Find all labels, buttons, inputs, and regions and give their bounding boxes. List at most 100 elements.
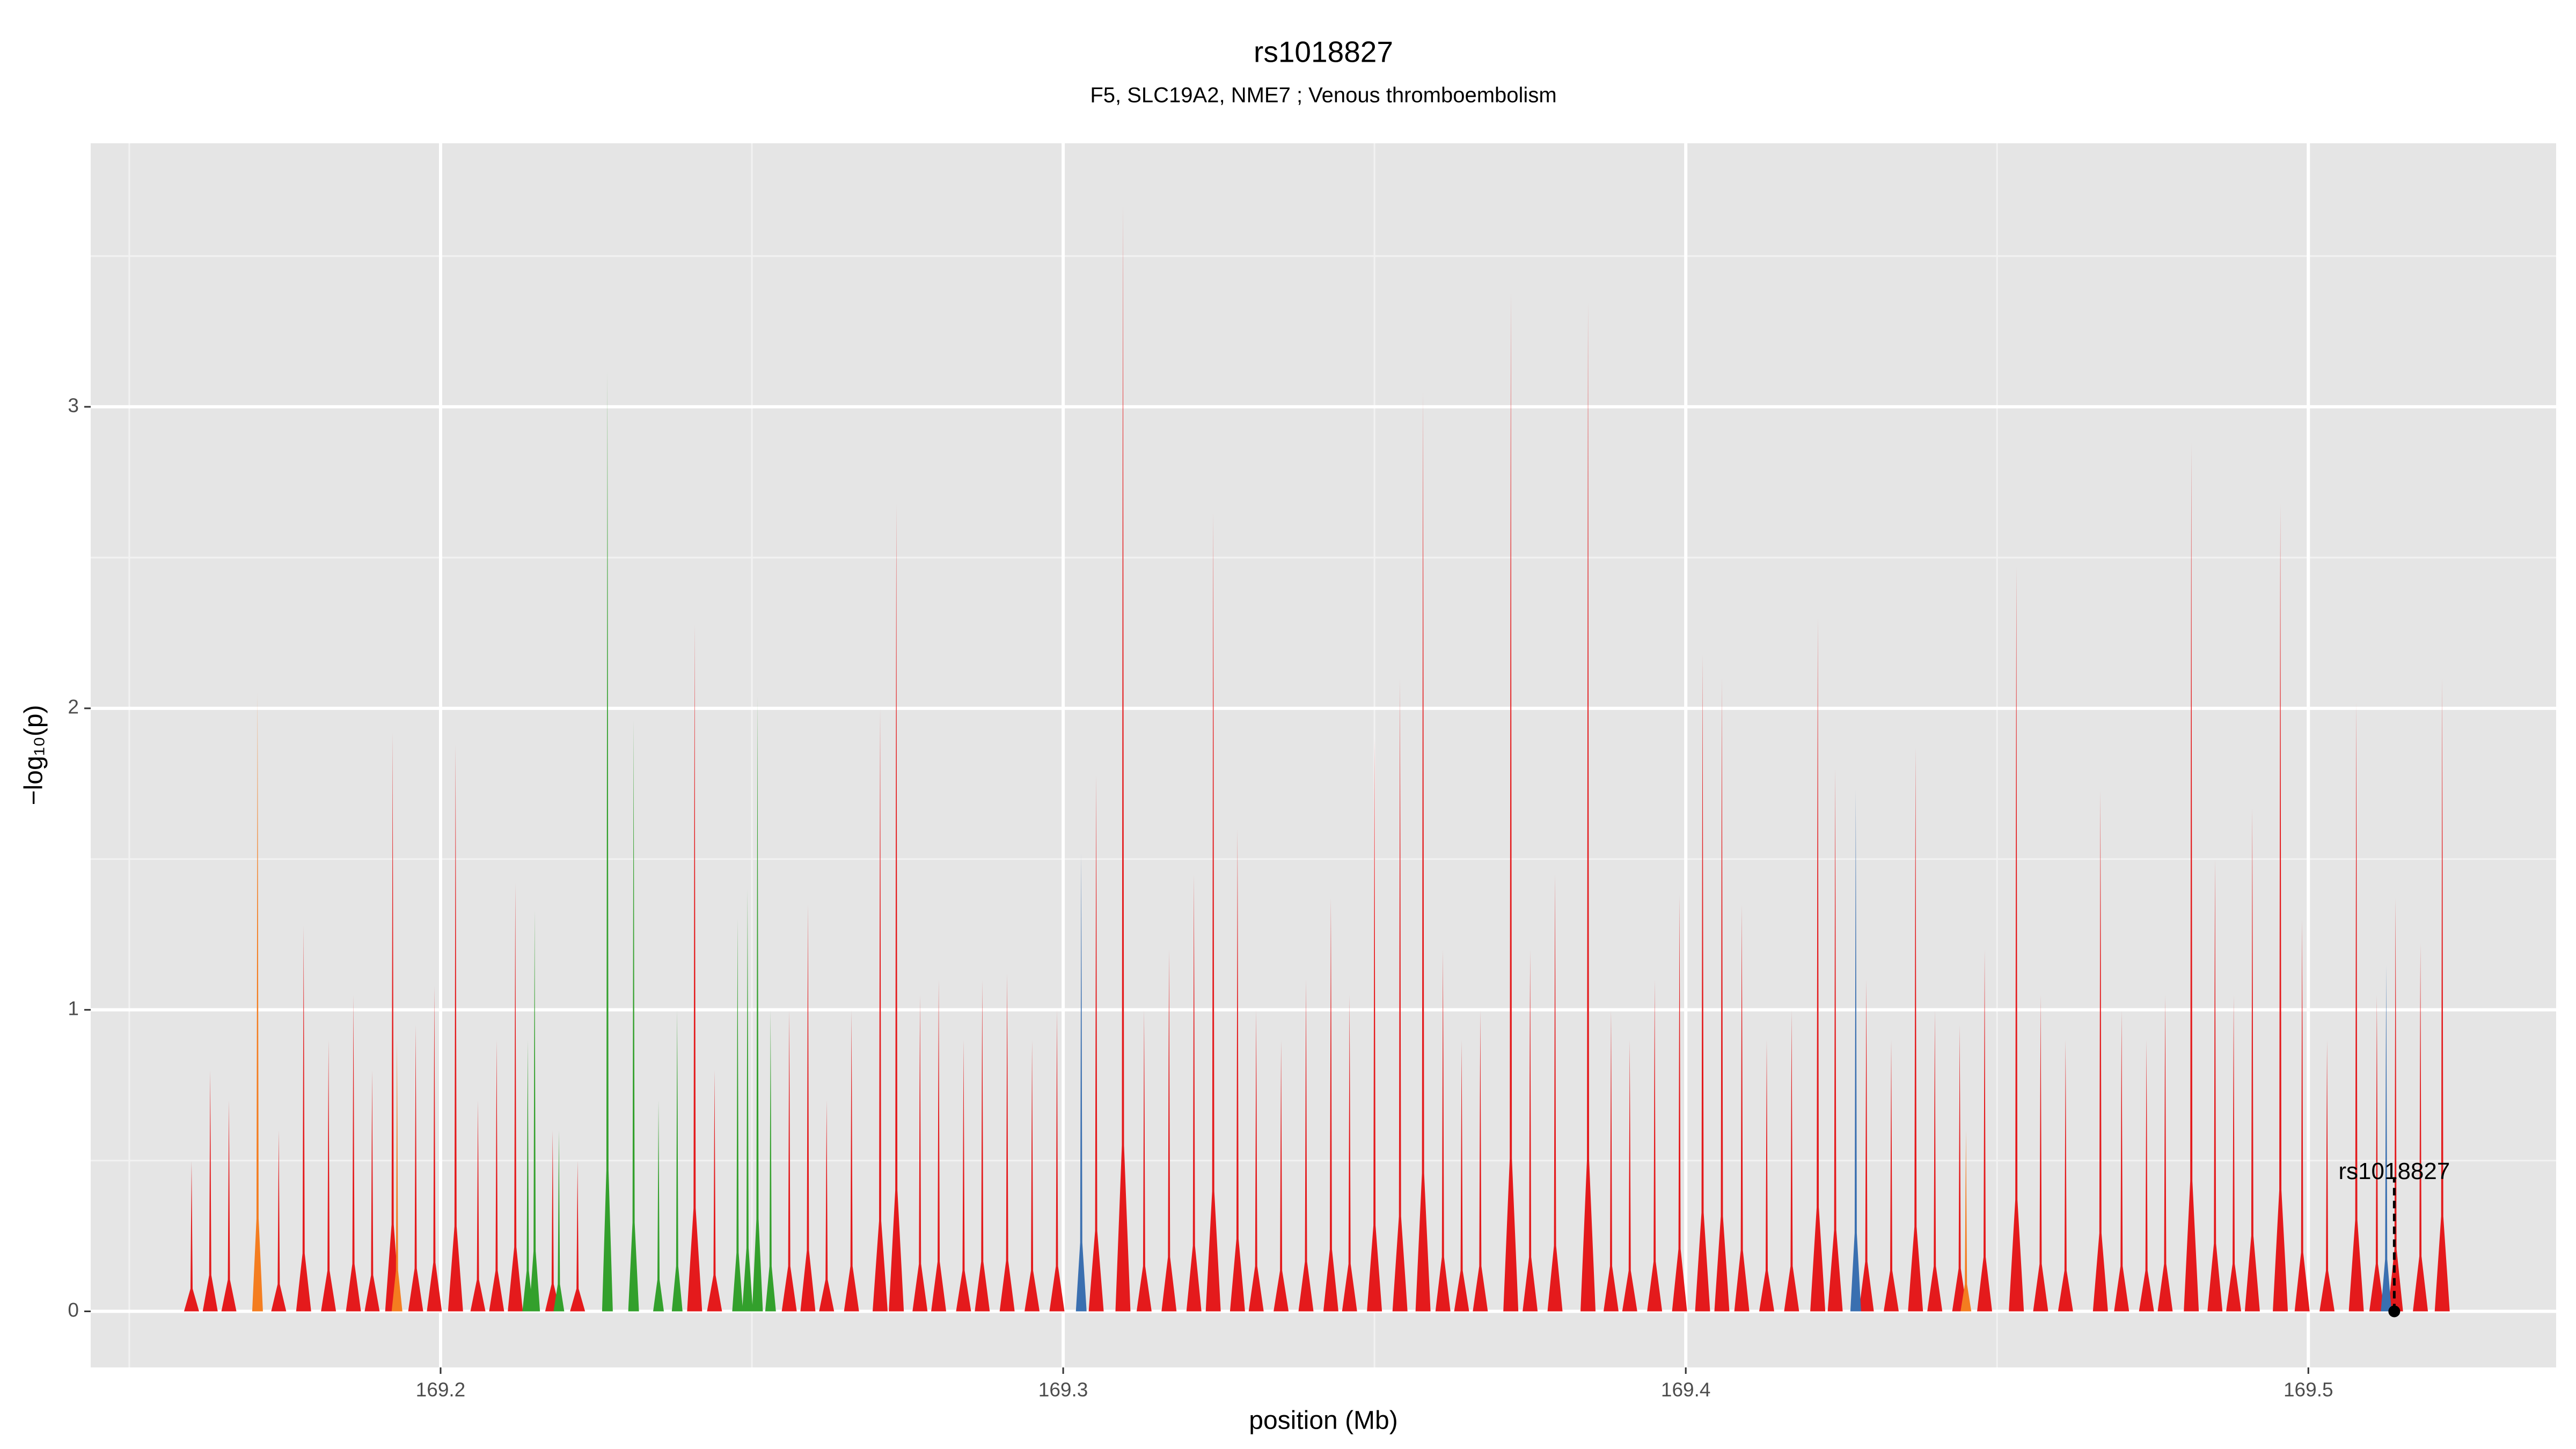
spike xyxy=(2369,994,2384,1312)
spike xyxy=(1075,853,1087,1312)
spike xyxy=(489,1040,504,1312)
spike xyxy=(448,744,463,1312)
spike xyxy=(545,1130,560,1312)
spike xyxy=(931,979,947,1312)
spike xyxy=(252,693,263,1312)
spike xyxy=(628,720,639,1312)
spike xyxy=(765,1009,776,1312)
spike xyxy=(653,1100,664,1312)
spike xyxy=(1622,1040,1637,1312)
spike xyxy=(1323,898,1338,1312)
spike xyxy=(2058,1040,2073,1312)
spike xyxy=(570,1160,586,1312)
spike xyxy=(1580,301,1596,1312)
spike xyxy=(2033,994,2048,1312)
spike xyxy=(1908,747,1923,1312)
spike xyxy=(1367,738,1382,1312)
spike xyxy=(553,1130,565,1312)
spike xyxy=(1827,769,1843,1312)
y-tick-label: 3 xyxy=(68,394,79,416)
spike xyxy=(2207,859,2223,1312)
spike xyxy=(1024,1040,1040,1312)
spike xyxy=(2294,919,2310,1312)
spike xyxy=(1161,949,1177,1312)
spike xyxy=(1759,1040,1774,1312)
spike xyxy=(296,925,311,1312)
spike xyxy=(707,1070,722,1312)
spike xyxy=(346,994,361,1312)
spike xyxy=(1088,774,1104,1312)
spike xyxy=(1977,949,1993,1312)
spike xyxy=(1884,1040,1899,1312)
spike xyxy=(1205,512,1221,1312)
x-tick-label: 169.2 xyxy=(416,1379,466,1401)
spike xyxy=(522,1040,533,1312)
spike xyxy=(2348,702,2364,1312)
marks xyxy=(184,204,2450,1312)
annotation-point xyxy=(2388,1305,2401,1318)
spike xyxy=(1415,391,1431,1312)
spike xyxy=(742,889,753,1312)
spike xyxy=(1435,949,1451,1312)
spike xyxy=(2381,964,2392,1312)
spike xyxy=(2388,898,2403,1312)
spike xyxy=(873,708,888,1312)
spike xyxy=(2157,994,2173,1312)
spike xyxy=(1049,1009,1065,1312)
spike xyxy=(427,985,442,1312)
x-axis-label: position (Mb) xyxy=(1249,1407,1397,1435)
y-tick-label: 0 xyxy=(68,1299,79,1321)
spike xyxy=(1473,1009,1488,1312)
spike xyxy=(975,979,990,1312)
spike xyxy=(1230,829,1245,1312)
spike xyxy=(752,696,763,1312)
spike xyxy=(912,994,928,1312)
spike xyxy=(2226,994,2242,1312)
spike xyxy=(1960,1130,1972,1312)
spike xyxy=(1115,204,1131,1312)
spike xyxy=(1454,1040,1469,1312)
spike xyxy=(2139,1040,2154,1312)
spike xyxy=(1858,979,1874,1312)
spike xyxy=(2413,943,2428,1312)
spike xyxy=(391,1040,402,1312)
spike xyxy=(184,1160,199,1312)
spike xyxy=(1392,678,1408,1312)
chart-subtitle: F5, SLC19A2, NME7 ; Venous thromboemboli… xyxy=(1090,84,1556,107)
spike xyxy=(1647,979,1663,1312)
spike xyxy=(999,974,1015,1312)
spike xyxy=(671,1009,683,1312)
spike xyxy=(602,370,613,1312)
spike xyxy=(2184,443,2199,1312)
spike xyxy=(1603,1009,1619,1312)
spike xyxy=(1503,292,1519,1312)
spike xyxy=(889,503,904,1312)
spike xyxy=(529,910,540,1312)
spike xyxy=(2273,503,2288,1312)
x-tick-label: 169.4 xyxy=(1661,1379,1711,1401)
spike xyxy=(1927,1009,1943,1312)
spike xyxy=(1714,678,1730,1312)
spike xyxy=(1274,1040,1289,1312)
spike xyxy=(2009,566,2024,1312)
spike xyxy=(1523,949,1538,1312)
plot-panel xyxy=(91,143,2556,1367)
annotation-label: rs1018827 xyxy=(2338,1158,2450,1184)
spike xyxy=(819,1100,835,1312)
spike xyxy=(508,883,523,1312)
spike xyxy=(364,1070,380,1312)
spike xyxy=(321,1040,336,1312)
spike xyxy=(1547,874,1563,1312)
spike xyxy=(1248,1009,1264,1312)
y-axis-label: −log₁₀(p) xyxy=(20,705,48,806)
spike xyxy=(2114,1009,2129,1312)
spike xyxy=(781,1009,797,1312)
spike xyxy=(2244,808,2260,1312)
spike xyxy=(1810,618,1826,1312)
spike xyxy=(1695,654,1710,1312)
x-tick-label: 169.5 xyxy=(2284,1379,2333,1401)
spike xyxy=(732,919,743,1312)
spike xyxy=(2092,789,2108,1312)
spike xyxy=(1850,789,1861,1312)
